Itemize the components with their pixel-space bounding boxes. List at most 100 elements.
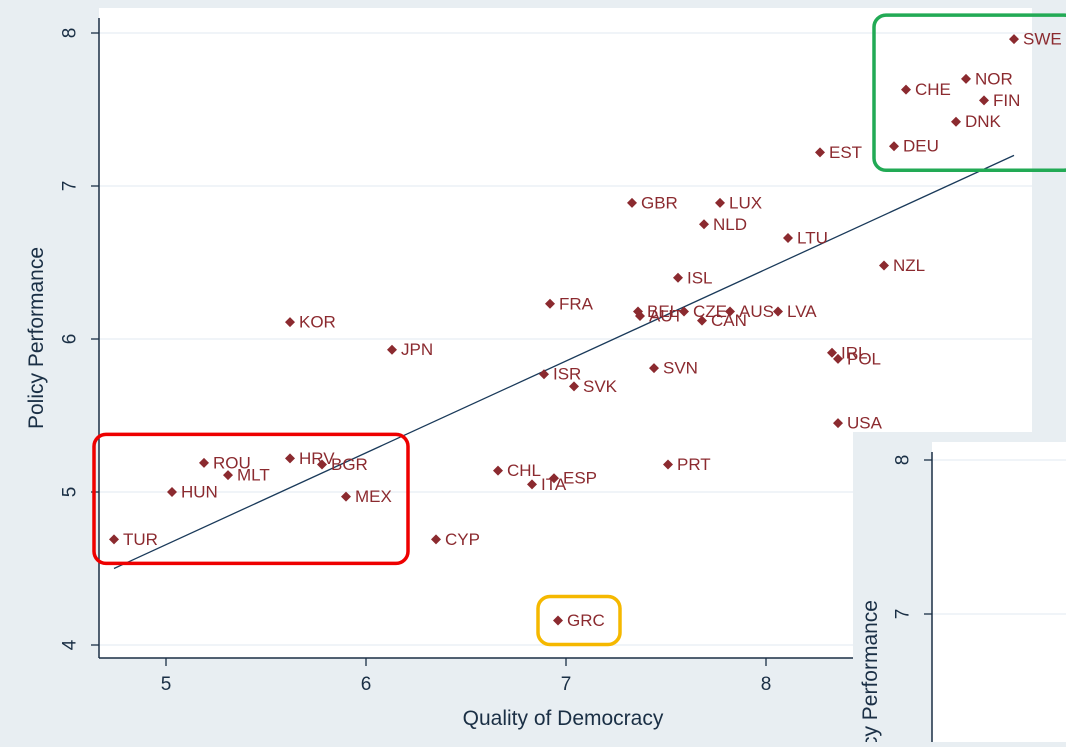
- inset-chart: 7 8 Policy Performance: [853, 432, 1066, 747]
- x-axis-title: Quality of Democracy: [463, 707, 664, 730]
- data-point: [979, 95, 989, 106]
- data-point: [673, 272, 683, 283]
- data-point: [833, 353, 843, 364]
- highlight-boxes: [92, 13, 1066, 647]
- data-point: [679, 306, 689, 317]
- data-point: [549, 473, 559, 484]
- highlight-box: [872, 13, 1066, 172]
- data-point: [773, 306, 783, 317]
- data-point-label: SWE: [1023, 30, 1062, 49]
- data-point-label: SVK: [583, 377, 618, 396]
- data-point: [627, 197, 637, 208]
- y-tick-label: 8: [60, 28, 81, 39]
- x-ticks: 5 6 7 8: [161, 658, 772, 695]
- data-point: [341, 491, 351, 502]
- data-point-label: AUT: [649, 307, 683, 326]
- inset-y-axis-title: Policy Performance: [859, 600, 882, 742]
- data-point-label: ISR: [553, 365, 581, 384]
- data-point-label: JPN: [401, 340, 433, 359]
- data-point: [635, 311, 645, 322]
- y-ticks: 4 5 6 7 8: [60, 28, 99, 650]
- data-point-label: CYP: [445, 530, 480, 549]
- data-point: [697, 315, 707, 326]
- data-point: [431, 534, 441, 545]
- data-point-label: IRL: [841, 343, 867, 362]
- data-point-label: DEU: [903, 137, 939, 156]
- data-point-label: SVN: [663, 359, 698, 378]
- inset-plot-area: [932, 442, 1066, 742]
- data-point-label: FIN: [993, 91, 1020, 110]
- data-point: [725, 306, 735, 317]
- data-point-label: CAN: [711, 311, 747, 330]
- x-tick-label: 8: [761, 674, 772, 695]
- data-point-label: USA: [847, 414, 883, 433]
- data-point-label: BGR: [331, 455, 368, 474]
- inset-y-tick-label: 8: [893, 455, 914, 466]
- data-point: [879, 260, 889, 271]
- data-point-label: KOR: [299, 313, 336, 332]
- data-point-label: HUN: [181, 483, 218, 502]
- data-point-label: ROU: [213, 453, 251, 472]
- data-point: [167, 487, 177, 497]
- data-point-label: ESP: [563, 469, 597, 488]
- data-point: [833, 418, 843, 429]
- data-point: [649, 363, 659, 374]
- data-point: [527, 479, 537, 490]
- data-point-label: PRT: [677, 455, 711, 474]
- data-point-label: ISL: [687, 268, 713, 287]
- data-point-label: EST: [829, 143, 862, 162]
- data-point: [663, 459, 673, 470]
- x-tick-label: 6: [361, 674, 372, 695]
- data-point-label: CHL: [507, 461, 541, 480]
- data-point-label: FRA: [559, 294, 594, 313]
- data-point: [1009, 34, 1019, 45]
- data-point: [901, 84, 911, 95]
- data-point: [699, 219, 709, 230]
- data-point: [223, 470, 233, 481]
- data-point-label: POL: [847, 349, 881, 368]
- data-point: [553, 615, 563, 626]
- y-tick-label: 7: [60, 181, 81, 192]
- data-point: [539, 369, 549, 380]
- highlight-box: [536, 594, 622, 647]
- data-point-label: NZL: [893, 256, 925, 275]
- x-tick-label: 7: [561, 674, 572, 695]
- data-point: [783, 233, 793, 244]
- data-point-label: NLD: [713, 215, 747, 234]
- data-point-label: ITA: [541, 475, 567, 494]
- x-tick-label: 5: [161, 674, 172, 695]
- data-point: [715, 197, 725, 208]
- data-point-label: GRC: [567, 611, 605, 630]
- data-point: [285, 317, 295, 328]
- data-point-label: AUS: [739, 302, 774, 321]
- highlight-box: [92, 432, 410, 566]
- data-point: [827, 347, 837, 358]
- y-tick-label: 4: [60, 639, 81, 650]
- data-point-label: NOR: [975, 69, 1013, 88]
- data-point: [889, 141, 899, 152]
- data-point-label: TUR: [123, 530, 158, 549]
- data-point-label: BEL: [647, 302, 679, 321]
- data-point: [317, 459, 327, 470]
- data-point: [387, 344, 397, 355]
- data-point-label: GBR: [641, 193, 678, 212]
- data-point: [285, 453, 295, 464]
- data-point: [545, 298, 555, 309]
- data-point-label: LVA: [787, 302, 817, 321]
- inset-y-tick-label: 7: [893, 609, 914, 620]
- data-points: SWE NOR CHE FIN DNK DEU EST GBR LUX NLD LTU NZL ISL F…: [109, 30, 1062, 630]
- y-axis-title: Policy Performance: [25, 247, 48, 429]
- data-point-label: DNK: [965, 112, 1002, 131]
- data-point-label: LTU: [797, 229, 828, 248]
- data-point-label: HRV: [299, 449, 335, 468]
- fit-line: [113, 154, 1015, 570]
- y-tick-label: 5: [60, 487, 81, 498]
- data-point-label: MLT: [237, 466, 270, 485]
- data-point: [109, 534, 119, 545]
- y-tick-label: 6: [60, 334, 81, 345]
- data-point-label: LUX: [729, 193, 762, 212]
- data-point: [493, 465, 503, 476]
- data-point: [961, 73, 971, 84]
